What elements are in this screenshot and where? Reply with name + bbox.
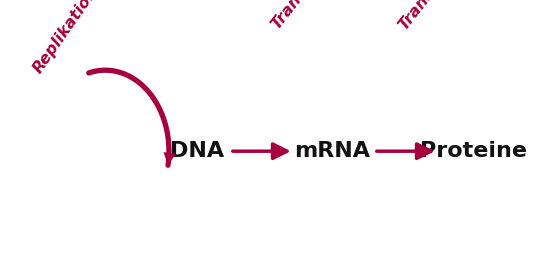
Text: DNA: DNA xyxy=(170,141,224,161)
Text: Proteine: Proteine xyxy=(420,141,527,161)
Text: Translation: Translation xyxy=(396,0,470,32)
Text: Replikation: Replikation xyxy=(30,0,101,76)
Text: mRNA: mRNA xyxy=(294,141,371,161)
Text: Transkription: Transkription xyxy=(269,0,354,32)
